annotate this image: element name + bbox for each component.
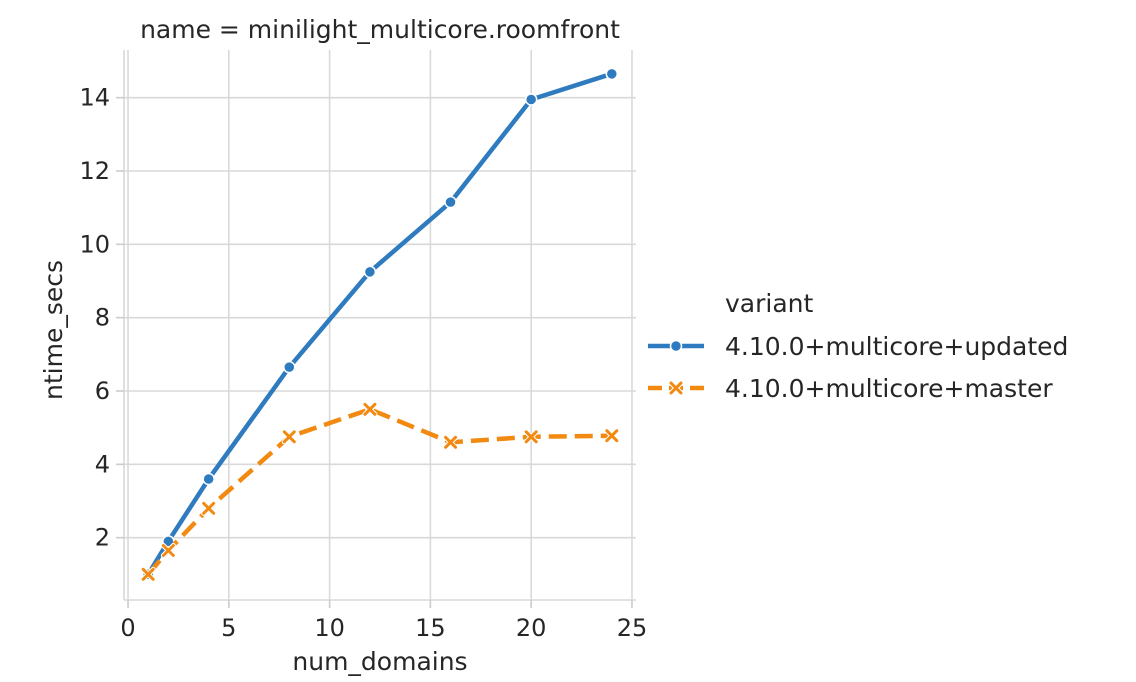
data-point <box>605 67 619 81</box>
y-axis-label: ntime_secs <box>39 260 68 400</box>
data-point <box>443 434 459 450</box>
data-point <box>160 543 176 558</box>
y-tick-label: 8 <box>95 304 110 332</box>
y-tick-label: 14 <box>79 84 110 112</box>
y-tick-label: 10 <box>79 230 110 258</box>
data-point <box>523 429 539 445</box>
data-point <box>363 265 377 279</box>
data-point <box>281 429 297 445</box>
y-tick-label: 4 <box>95 450 110 478</box>
x-axis-label: num_domains <box>292 647 467 676</box>
legend-items: 4.10.0+multicore+updated 4.10.0+multicore… <box>648 332 1068 403</box>
legend-title: variant <box>725 289 814 318</box>
x-tick-label: 20 <box>516 614 547 642</box>
tick-labels: 0 5 10 15 20 25 2 4 6 8 10 12 14 <box>79 84 647 642</box>
series-2 <box>140 401 620 582</box>
data-point <box>283 360 296 374</box>
data-point <box>444 195 457 209</box>
data-point <box>162 535 175 548</box>
legend-marker <box>668 380 684 396</box>
legend-label: 4.10.0+multicore+updated <box>725 332 1068 361</box>
x-tick-label: 5 <box>221 614 236 642</box>
data-point <box>362 401 378 417</box>
series-line <box>146 407 612 576</box>
x-tick-label: 15 <box>415 614 446 642</box>
x-tick-label: 0 <box>120 614 135 642</box>
data-point <box>140 566 156 582</box>
legend: variant 4.10.0+multicore+updated4.10.0+m… <box>648 289 1068 403</box>
chart-title: name = minilight_multicore.roomfront <box>140 15 620 44</box>
y-tick-label: 12 <box>79 157 110 185</box>
legend-label: 4.10.0+multicore+master <box>725 374 1053 403</box>
y-tick-label: 6 <box>95 377 110 405</box>
x-tick-label: 10 <box>314 614 345 642</box>
plot-area <box>140 67 620 582</box>
series-line <box>145 71 615 577</box>
data-point <box>604 428 620 444</box>
data-point <box>524 93 538 106</box>
data-point <box>202 472 215 486</box>
legend-item: 4.10.0+multicore+updated <box>648 332 1068 361</box>
grid <box>116 50 636 608</box>
legend-marker <box>669 339 683 353</box>
data-point <box>201 500 217 516</box>
legend-item: 4.10.0+multicore+master <box>648 374 1053 403</box>
x-tick-label: 25 <box>617 614 648 642</box>
y-tick-label: 2 <box>95 524 110 552</box>
